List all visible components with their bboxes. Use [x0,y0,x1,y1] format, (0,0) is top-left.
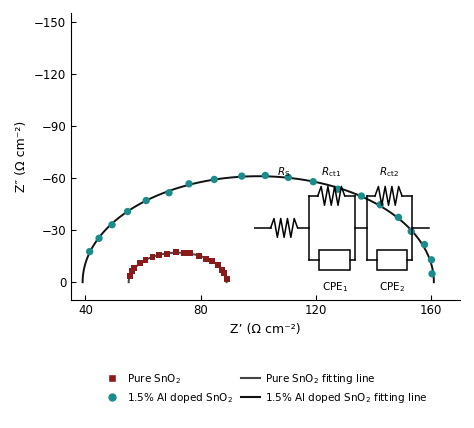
Legend: Pure SnO$_2$, 1.5% Al doped SnO$_2$, Pure SnO$_2$ fitting line, 1.5% Al doped Sn: Pure SnO$_2$, 1.5% Al doped SnO$_2$, Pur… [99,368,432,409]
Point [165,189,173,196]
Point [86,248,93,255]
Point [428,256,435,263]
Point [124,208,131,215]
Point [195,252,203,259]
Point [142,197,150,204]
Point [128,268,136,275]
Point [238,172,246,179]
Point [185,180,193,187]
Point [163,250,171,257]
Point [155,251,163,258]
Point [262,172,269,179]
Point [376,201,384,208]
Point [202,256,210,262]
Point [357,193,365,199]
Point [408,228,415,235]
Point [95,235,103,242]
Point [180,250,188,256]
Y-axis label: Z″ (Ω cm⁻²): Z″ (Ω cm⁻²) [16,121,28,192]
Point [218,267,226,273]
Point [395,214,402,221]
Point [421,241,428,248]
Point [131,264,138,271]
Point [334,186,342,193]
Point [214,262,221,268]
Point [136,259,144,266]
Point [428,270,436,277]
Point [126,273,134,280]
Point [223,275,231,282]
Point [149,253,156,260]
Point [142,257,149,264]
Point [284,174,292,181]
Point [172,249,180,256]
Point [310,178,317,185]
Point [220,270,228,277]
Point [210,176,218,183]
Point [208,258,216,265]
X-axis label: Z’ (Ω cm⁻²): Z’ (Ω cm⁻²) [230,323,301,336]
Point [108,221,116,228]
Point [187,250,194,257]
